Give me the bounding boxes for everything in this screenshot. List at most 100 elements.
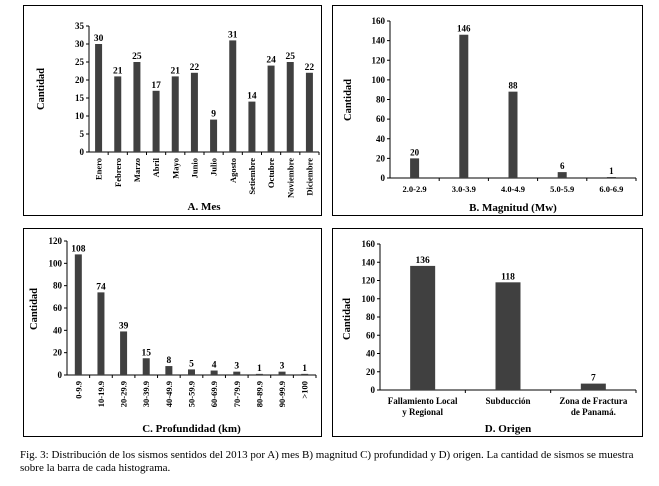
x-tick-label: >100 <box>300 381 310 399</box>
bar <box>229 40 237 152</box>
figure-caption: Fig. 3: Distribución de los sismos senti… <box>20 449 634 474</box>
bar <box>267 65 275 152</box>
x-tick-label: Zona de Fractura <box>559 396 627 406</box>
y-tick-label: 20 <box>366 367 376 377</box>
bar <box>133 62 141 152</box>
x-tick-label: Fallamiento Local <box>388 396 458 406</box>
bar <box>142 358 150 375</box>
y-tick-label: 160 <box>362 239 376 249</box>
chart-panel-c: 0 20 40 60 80 100 120 Cantidad 108 0-9.9 74 10-19.9… <box>23 228 322 437</box>
x-tick-label: Subducción <box>485 396 530 406</box>
bar-value-label: 118 <box>501 272 515 282</box>
bar-value-label: 74 <box>96 282 106 292</box>
x-tick-label: Julio <box>209 158 219 176</box>
x-tick-label: Abril <box>151 157 161 177</box>
y-tick-label: 60 <box>53 303 63 313</box>
x-tick-label: Febrero <box>113 158 123 187</box>
bar <box>459 34 469 178</box>
y-tick-label: 15 <box>75 93 85 103</box>
chart-d: 0 20 40 60 80 100 120 140 160 Cantidad 136 Fallamie… <box>342 239 637 435</box>
y-tick-label: 10 <box>75 111 85 121</box>
x-tick-label: Setiembre <box>247 158 257 195</box>
x-tick-label: 6.0-6.9 <box>599 184 623 194</box>
bar <box>120 331 128 375</box>
bar-value-label: 4 <box>212 361 217 371</box>
x-tick-label: 20-29.9 <box>119 381 129 407</box>
x-tick-label: 4.0-4.9 <box>501 184 525 194</box>
bar <box>190 72 198 152</box>
x-tick-label: 80-89.9 <box>254 381 264 407</box>
x-tick-label: Marzo <box>132 158 142 182</box>
bar <box>165 366 173 375</box>
bar <box>114 76 122 152</box>
chart-panel-d: 0 20 40 60 80 100 120 140 160 Cantidad 136 Fallamie… <box>332 228 643 437</box>
bar-value-label: 7 <box>591 374 596 384</box>
x-tick-label: 30-39.9 <box>141 381 151 407</box>
y-tick-label: 80 <box>366 312 376 322</box>
bar <box>95 44 103 152</box>
x-tick-label: 2.0-2.9 <box>403 184 427 194</box>
x-tick-label: 3.0-3.9 <box>452 184 476 194</box>
y-tick-label: 120 <box>49 236 63 246</box>
bar-value-label: 108 <box>71 244 86 254</box>
bar-value-label: 25 <box>132 52 142 62</box>
bar-value-label: 146 <box>457 24 471 34</box>
chart-title: A. Mes <box>188 201 222 213</box>
y-tick-label: 120 <box>362 276 376 286</box>
y-tick-label: 100 <box>372 75 386 85</box>
y-tick-label: 160 <box>372 16 386 26</box>
bar <box>248 101 256 152</box>
y-tick-label: 80 <box>376 95 386 105</box>
y-tick-label: 100 <box>362 294 376 304</box>
bar-value-label: 136 <box>416 256 431 266</box>
y-axis-label: Cantidad <box>36 68 47 110</box>
bar-value-label: 20 <box>410 147 420 157</box>
x-tick-label: Mayo <box>170 158 180 179</box>
bar <box>188 369 195 375</box>
y-tick-label: 20 <box>75 75 85 85</box>
bar-value-label: 3 <box>280 362 285 372</box>
chart-title: D. Origen <box>485 423 531 435</box>
bar-value-label: 9 <box>211 110 216 120</box>
bar-value-label: 6 <box>560 161 565 171</box>
y-tick-label: 35 <box>75 21 85 31</box>
bar-value-label: 17 <box>151 81 161 91</box>
x-tick-label: 50-59.9 <box>187 381 197 407</box>
chart-a: 0 5 10 15 20 25 30 35 Cantidad 30 Enero 21 Febrero 25… <box>36 21 320 213</box>
chart-c: 0 20 40 60 80 100 120 Cantidad 108 0-9.9 74 10-19.9… <box>29 236 317 435</box>
bar-value-label: 25 <box>286 52 296 62</box>
bar <box>210 119 218 152</box>
bar-value-label: 3 <box>234 362 239 372</box>
y-tick-label: 140 <box>362 257 376 267</box>
bar-value-label: 1 <box>257 364 262 374</box>
bar-value-label: 1 <box>609 166 614 176</box>
x-tick-label: Enero <box>94 158 104 180</box>
bar <box>305 72 313 152</box>
chart-title: B. Magnitud (Mw) <box>469 202 557 214</box>
x-tick-label: 90-99.9 <box>277 381 287 407</box>
bar-value-label: 14 <box>247 92 257 102</box>
chart-panel-a: 0 5 10 15 20 25 30 35 Cantidad 30 Enero 21 Febrero 25… <box>23 5 322 216</box>
bar-value-label: 22 <box>190 63 200 73</box>
y-tick-label: 5 <box>80 129 85 139</box>
y-tick-label: 0 <box>371 385 376 395</box>
bar-value-label: 5 <box>189 359 194 369</box>
x-tick-label: 0-9.9 <box>73 381 83 399</box>
y-tick-label: 60 <box>366 330 376 340</box>
bar-value-label: 31 <box>228 30 238 40</box>
bar <box>410 158 420 178</box>
bar <box>210 370 218 375</box>
x-tick-label: 40-49.9 <box>164 381 174 407</box>
x-tick-label: y Regional <box>402 407 443 417</box>
bar <box>495 282 521 390</box>
y-tick-label: 40 <box>53 325 63 335</box>
bar-value-label: 39 <box>119 321 129 331</box>
chart-b: 020406080100120140160Cantidad202.0-2.914… <box>343 16 637 214</box>
bar <box>410 265 436 390</box>
y-tick-label: 0 <box>58 370 63 380</box>
bar-value-label: 15 <box>141 348 151 358</box>
bar-value-label: 21 <box>113 66 123 76</box>
bar <box>233 371 241 375</box>
y-tick-label: 0 <box>80 147 85 157</box>
bar <box>580 383 606 390</box>
